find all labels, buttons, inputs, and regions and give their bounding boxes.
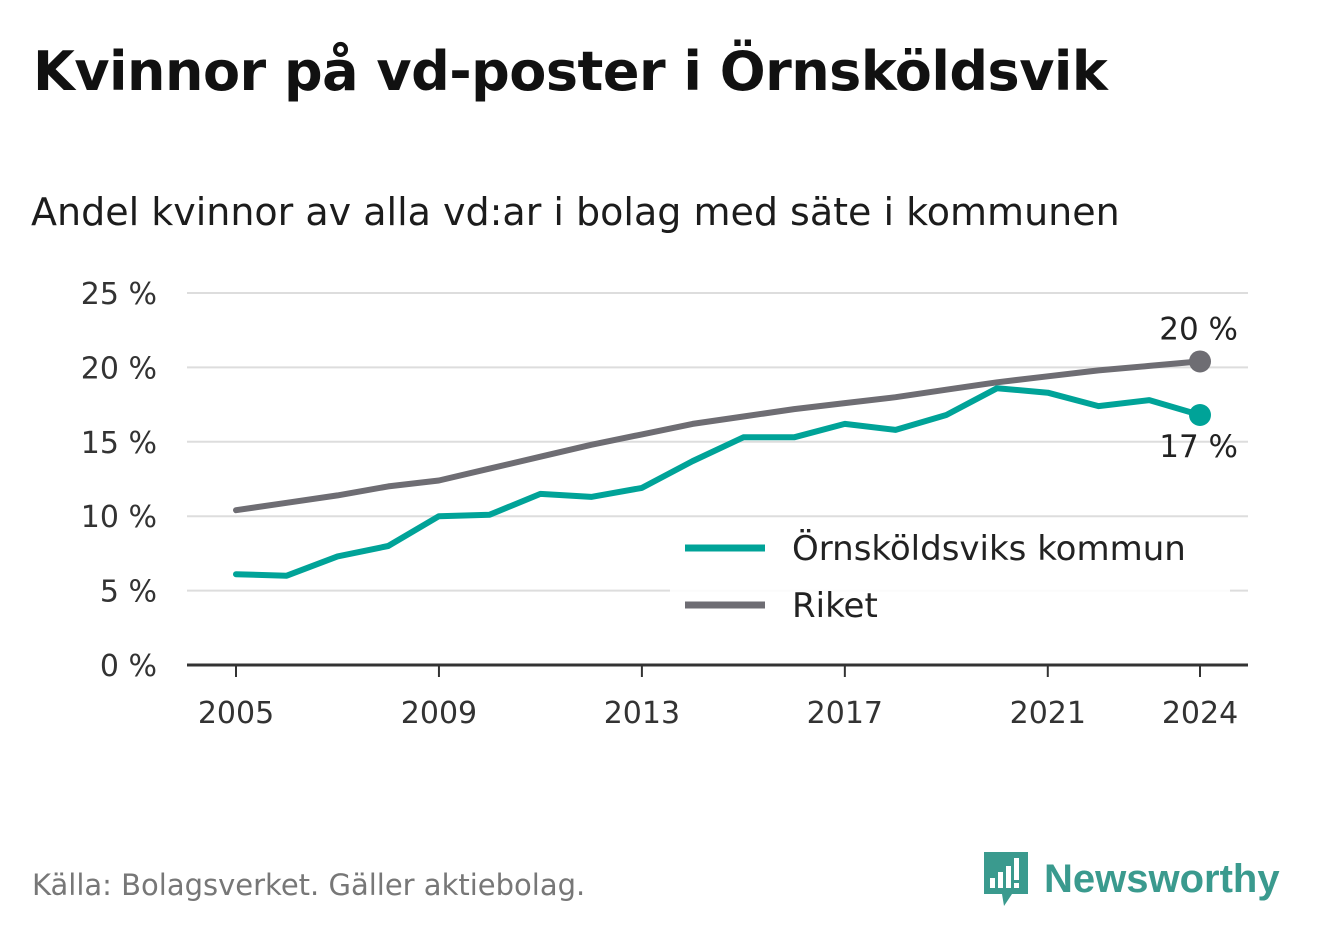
y-tick-label: 15 % — [81, 426, 157, 461]
x-tick-label: 2013 — [604, 696, 680, 731]
legend-label: Örnsköldsviks kommun — [792, 528, 1186, 569]
legend: Örnsköldsviks kommun Riket — [670, 520, 1230, 630]
end-value-label: 20 % — [1159, 311, 1238, 347]
y-tick-label: 25 % — [81, 277, 157, 312]
newsworthy-logo-icon — [984, 852, 1028, 906]
series-line — [233, 358, 1203, 514]
brand-name: Newsworthy — [1044, 856, 1280, 901]
x-tick-label: 2005 — [198, 696, 274, 731]
y-axis-ticks: 0 % 5 % 10 % 15 % 20 % 25 % — [81, 277, 157, 684]
legend-label: Riket — [792, 586, 878, 626]
y-tick-label: 5 % — [100, 575, 157, 610]
y-tick-label: 10 % — [81, 500, 157, 535]
x-tick-label: 2017 — [807, 696, 883, 731]
chart-subtitle: Andel kvinnor av alla vd:ar i bolag med … — [31, 190, 1120, 234]
series-lines — [233, 350, 1211, 579]
x-axis-ticks: 2005 2009 2013 2017 2021 2024 — [198, 665, 1238, 731]
series-end-point — [1189, 350, 1211, 373]
line-chart: 0 %5 %10 %15 %20 %25 % 2005 2009 2013 2017 2… — [81, 277, 1248, 731]
brand: Newsworthy — [982, 850, 1280, 908]
x-tick-label: 2009 — [401, 696, 477, 731]
end-labels: 17 % 20 % — [1159, 311, 1238, 465]
y-tick-label: 0 % — [100, 649, 157, 684]
x-tick-label: 2024 — [1162, 696, 1238, 731]
y-tick-label: 20 % — [81, 351, 157, 386]
series-end-point — [1189, 404, 1211, 427]
series-line — [233, 385, 1203, 579]
legend-background — [670, 520, 1230, 630]
chart-title: Kvinnor på vd-poster i Örnsköldsvik — [33, 40, 1108, 103]
x-tick-label: 2021 — [1010, 696, 1086, 731]
source-note: Källa: Bolagsverket. Gäller aktiebolag. — [32, 868, 586, 902]
end-value-label: 17 % — [1159, 429, 1238, 465]
